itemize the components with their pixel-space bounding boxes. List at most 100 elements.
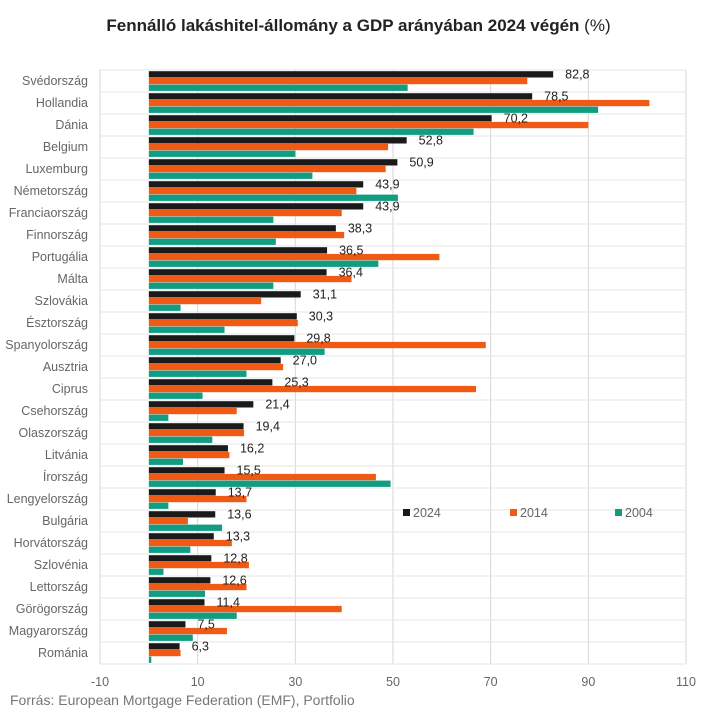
bar-2014-Luxemburg [148, 165, 386, 173]
bar-2014-Németország [148, 187, 357, 195]
bar-2024-Franciaország [148, 203, 364, 210]
x-tick-label: 110 [676, 675, 696, 689]
bar-2004-Belgium [148, 150, 296, 157]
data-label-2024: 19,4 [256, 420, 280, 434]
chart-title-text: Fennálló lakáshitel-állomány a GDP arány… [106, 16, 580, 35]
bar-2024-Dánia [148, 115, 492, 122]
bar-2024-Lengyelország [148, 489, 216, 496]
bar-2024-Bulgária [148, 511, 216, 518]
data-label-2024: 36,5 [339, 244, 363, 258]
data-label-2024: 27,0 [293, 354, 317, 368]
data-label-2024: 11,4 [217, 596, 240, 610]
bar-2024-Litvánia [148, 445, 228, 452]
category-label: Litvánia [45, 448, 88, 462]
bar-2014-Svédország [148, 77, 528, 85]
bar-2014-Magyarország [148, 627, 227, 635]
bar-2014-Belgium [148, 143, 389, 151]
bar-2024-Románia [148, 643, 180, 650]
legend-swatch-2014 [510, 509, 517, 516]
data-label-2024: 15,5 [237, 464, 261, 478]
bar-2004-Franciaország [148, 216, 274, 223]
bar-2004-Hollandia [148, 106, 599, 113]
legend-label: 2004 [625, 506, 653, 520]
x-tick-label: -10 [91, 675, 109, 689]
category-label: Franciaország [9, 206, 88, 220]
bar-2024-Magyarország [148, 621, 186, 628]
bar-2024-Olaszország [148, 423, 244, 430]
chart-title: Fennálló lakáshitel-állomány a GDP arány… [0, 16, 717, 36]
data-label-2024: 31,1 [313, 288, 337, 302]
bar-2004-Bulgária [148, 524, 223, 531]
category-label: Hollandia [36, 96, 88, 110]
category-label: Románia [38, 646, 88, 660]
legend-swatch-2004 [615, 509, 622, 516]
bar-2024-Ciprus [148, 379, 273, 386]
bar-2014-Lettország [148, 583, 247, 591]
bar-2014-Románia [148, 649, 181, 657]
x-tick-label: 30 [288, 675, 302, 689]
bar-2004-Ciprus [148, 392, 203, 399]
category-label: Szlovénia [34, 558, 88, 572]
category-label: Ciprus [52, 382, 88, 396]
bar-2024-Spanyolország [148, 335, 295, 342]
bar-2014-Bulgária [148, 517, 188, 525]
data-label-2024: 82,8 [565, 68, 589, 82]
category-label: Németország [14, 184, 88, 198]
data-label-2024: 12,6 [222, 574, 246, 588]
data-label-2024: 43,9 [375, 200, 399, 214]
data-label-2024: 13,7 [228, 486, 252, 500]
data-label-2024: 6,3 [192, 640, 209, 654]
data-label-2024: 36,4 [339, 266, 363, 280]
category-label: Portugália [32, 250, 88, 264]
category-label: Málta [57, 272, 88, 286]
bar-2014-Finnország [148, 231, 345, 239]
bar-2014-Spanyolország [148, 341, 486, 349]
x-tick-label: 50 [386, 675, 400, 689]
bar-2024-Észtország [148, 313, 297, 320]
data-label-2024: 21,4 [265, 398, 289, 412]
bar-2024-Szlovénia [148, 555, 212, 562]
bar-2004-Finnország [148, 238, 276, 245]
data-label-2024: 13,3 [226, 530, 250, 544]
category-label: Belgium [43, 140, 88, 154]
bar-2024-Hollandia [148, 93, 533, 100]
bar-2004-Szlovákia [148, 304, 181, 311]
bar-2014-Szlovákia [148, 297, 262, 305]
bar-2024-Lettország [148, 577, 211, 584]
category-label: Lettország [30, 580, 88, 594]
bar-2024-Svédország [148, 71, 554, 78]
category-label: Észtország [26, 315, 88, 330]
legend-label: 2024 [413, 506, 441, 520]
bar-2004-Litvánia [148, 458, 184, 465]
category-label: Írország [43, 469, 88, 484]
bar-2004-Svédország [148, 84, 408, 91]
bar-2004-Görögország [148, 612, 237, 619]
category-label: Szlovákia [35, 294, 89, 308]
bar-2014-Franciaország [148, 209, 342, 217]
data-label-2024: 7,5 [197, 618, 214, 632]
category-label: Dánia [55, 118, 88, 132]
x-tick-label: 70 [484, 675, 498, 689]
bar-2014-Lengyelország [148, 495, 247, 503]
bar-2014-Horvátország [148, 539, 232, 547]
data-label-2024: 78,5 [544, 90, 568, 104]
x-tick-label: 90 [581, 675, 595, 689]
bar-2004-Lengyelország [148, 502, 169, 509]
category-label: Magyarország [9, 624, 88, 638]
data-label-2024: 13,6 [227, 508, 251, 522]
bar-2004-Horvátország [148, 546, 191, 553]
bar-2014-Észtország [148, 319, 298, 327]
bar-2014-Dánia [148, 121, 589, 129]
data-label-2024: 70,2 [504, 112, 528, 126]
data-label-2024: 43,9 [375, 178, 399, 192]
bar-2014-Olaszország [148, 429, 245, 437]
data-label-2024: 52,8 [419, 134, 443, 148]
bar-2004-Portugália [148, 260, 379, 267]
bar-2024-Málta [148, 269, 327, 276]
bar-2024-Horvátország [148, 533, 214, 540]
bar-2024-Ausztria [148, 357, 281, 364]
data-label-2024: 25,3 [284, 376, 308, 390]
bar-2004-Luxemburg [148, 172, 313, 179]
category-label: Bulgária [42, 514, 88, 528]
bar-2024-Írország [148, 467, 225, 474]
